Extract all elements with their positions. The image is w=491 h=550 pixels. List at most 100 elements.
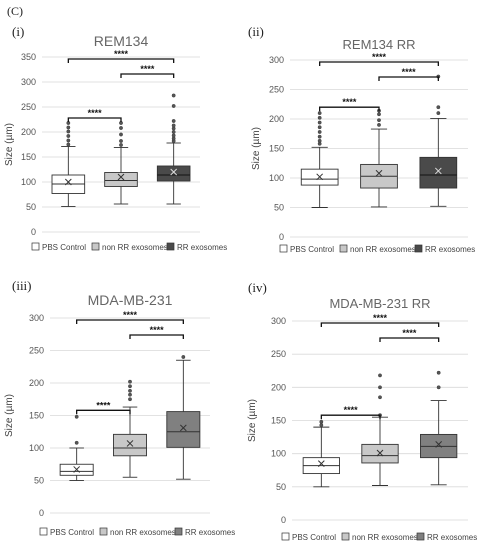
legend-swatch <box>339 244 348 253</box>
mean-marker <box>73 466 81 473</box>
legend-label: RR exosomes <box>185 528 235 537</box>
significance-bracket <box>379 337 440 342</box>
significance-label: **** <box>114 49 129 59</box>
outlier-point <box>74 414 79 419</box>
y-tick-label: 50 <box>276 482 286 492</box>
y-tick-label: 250 <box>29 346 44 356</box>
significance-bracket <box>378 76 439 81</box>
figure-label: (C) <box>7 4 23 18</box>
outlier-point <box>181 355 186 359</box>
outlier-point <box>171 133 176 138</box>
y-tick-label: 0 <box>31 227 36 237</box>
mean-marker <box>64 178 72 186</box>
outlier-point <box>128 384 132 389</box>
y-tick-label: 300 <box>29 313 44 323</box>
y-tick-label: 100 <box>271 449 286 459</box>
outlier-point <box>436 370 441 375</box>
y-tick-label: 300 <box>269 55 284 65</box>
panel-label: (i) <box>12 24 24 39</box>
legend-label: PBS Control <box>290 245 334 254</box>
significance-label: **** <box>140 64 155 74</box>
significance-label: **** <box>96 400 111 410</box>
y-tick-label: 200 <box>21 127 36 137</box>
mean-marker <box>117 173 125 181</box>
legend-label: PBS Control <box>42 243 86 252</box>
legend-label: PBS Control <box>292 533 336 542</box>
chart-title: REM134 <box>94 33 149 49</box>
y-tick-label: 100 <box>29 443 44 453</box>
y-axis-label: Size (µm) <box>247 399 258 442</box>
box-iqr <box>419 156 458 189</box>
y-tick-label: 50 <box>274 203 284 213</box>
y-tick-label: 350 <box>21 52 36 62</box>
y-axis-label: Size (µm) <box>251 127 262 170</box>
chart-panel: (iv) MDA-MB-231 RR 0 50 100 150 200 250 300 Size … <box>247 280 477 542</box>
significance-bracket <box>76 319 184 324</box>
outlier-point <box>319 423 324 428</box>
outlier-point <box>436 111 441 116</box>
outlier-point <box>378 395 382 400</box>
legend-swatch <box>99 527 108 536</box>
box-iqr <box>104 172 138 187</box>
legend-swatch <box>91 242 100 251</box>
outlier-point <box>119 139 123 143</box>
y-tick-label: 200 <box>269 114 284 124</box>
outlier-point <box>436 105 441 110</box>
outlier-point <box>66 125 71 130</box>
outlier-point <box>317 111 322 116</box>
significance-bracket <box>319 61 439 66</box>
outlier-point <box>378 373 382 378</box>
legend-swatch <box>279 244 288 253</box>
outlier-point <box>128 397 132 402</box>
significance-label: **** <box>150 325 165 335</box>
outlier-point <box>171 119 176 123</box>
y-axis-label: Size (µm) <box>4 394 15 437</box>
outlier-point <box>317 115 322 120</box>
significance-label: **** <box>344 405 359 415</box>
significance-label: **** <box>402 328 417 338</box>
y-tick-label: 150 <box>271 416 286 426</box>
outlier-point <box>317 134 322 139</box>
mean-marker <box>376 449 384 457</box>
outlier-point <box>377 112 381 117</box>
significance-bracket <box>67 58 175 63</box>
y-tick-label: 0 <box>279 232 284 242</box>
outlier-point <box>317 138 322 143</box>
significance-label: **** <box>88 108 103 118</box>
significance-label: **** <box>342 97 357 107</box>
y-tick-label: 250 <box>269 85 284 95</box>
y-tick-label: 150 <box>21 152 36 162</box>
legend-label: non RR exosomes <box>352 533 418 542</box>
outlier-point <box>66 142 71 147</box>
outlier-point <box>128 379 132 384</box>
mean-marker <box>434 167 442 175</box>
outlier-point <box>171 123 176 128</box>
outlier-point <box>119 132 123 137</box>
legend-swatch <box>39 527 48 536</box>
outlier-point <box>171 93 176 98</box>
outlier-point <box>377 118 381 123</box>
y-tick-label: 150 <box>29 411 44 421</box>
mean-marker <box>317 460 325 467</box>
outlier-point <box>66 138 71 143</box>
y-tick-label: 50 <box>34 476 44 486</box>
y-tick-label: 200 <box>271 382 286 392</box>
y-tick-label: 100 <box>269 173 284 183</box>
outlier-point <box>436 385 441 390</box>
outlier-point <box>317 130 322 134</box>
legend-swatch <box>174 527 183 536</box>
significance-bracket <box>76 409 131 415</box>
significance-bracket <box>320 414 381 420</box>
y-tick-label: 100 <box>21 177 36 187</box>
mean-marker <box>126 440 134 447</box>
chart-title: REM134 RR <box>343 37 416 52</box>
legend-swatch <box>281 532 290 541</box>
mean-marker <box>179 424 187 432</box>
panel-label: (iv) <box>248 280 267 295</box>
outlier-point <box>171 104 176 108</box>
outlier-point <box>119 126 123 130</box>
significance-label: **** <box>373 313 388 323</box>
outlier-point <box>317 125 322 130</box>
significance-bracket <box>319 106 380 112</box>
y-tick-label: 250 <box>271 349 286 359</box>
